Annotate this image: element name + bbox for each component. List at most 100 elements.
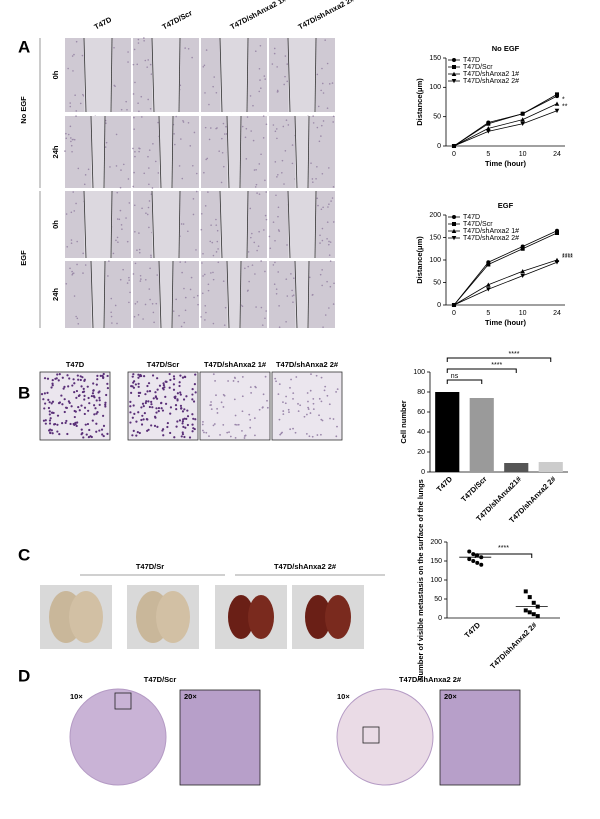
cell [216,229,219,232]
cell [295,376,298,378]
cell [75,424,78,428]
cell [133,315,136,318]
cell [80,385,83,388]
y-tick-label: 50 [433,114,441,121]
cell [277,206,280,209]
cell [183,408,186,411]
cell [299,404,302,407]
cell [120,224,123,226]
cell [104,405,107,408]
cell [161,409,165,412]
cell [142,318,144,320]
cell [82,272,84,274]
cell [70,405,73,408]
cell [70,140,72,143]
cell [290,378,292,381]
cell [284,402,287,405]
cell [175,298,177,301]
cell [265,123,268,126]
cell [106,382,109,385]
cell [119,209,122,212]
cell [162,384,166,387]
cell [212,322,215,325]
cell [241,125,244,128]
cell [136,301,139,303]
cell [278,326,281,329]
cell [193,296,195,299]
point [486,287,491,292]
cell [138,150,140,153]
cell [80,433,83,436]
cell [222,280,225,282]
cell [217,248,219,250]
cell [150,403,153,406]
cell [69,102,71,104]
cell [223,133,226,135]
cell [291,295,294,297]
cell [190,276,193,279]
cell [99,374,102,378]
cell [180,435,183,438]
legend-marker [452,222,456,226]
y-tick-label: 0 [437,143,441,150]
cell [186,409,189,412]
cell [148,226,150,229]
cell [212,373,215,376]
cell [62,387,65,390]
cell [303,415,306,418]
cell [133,412,136,415]
cell [125,100,127,103]
cell [149,107,152,110]
cell [221,151,224,154]
cell [43,407,46,410]
cell [224,306,227,309]
cell [93,404,96,407]
panel-label: D [18,666,30,685]
cell [151,302,154,305]
cell [222,406,225,408]
cell [297,402,299,405]
cell [204,92,206,94]
zoom-image [439,689,521,786]
cell [285,278,288,280]
group-label: T47D/shAnxa2 2# [399,675,462,684]
series-line [453,259,558,306]
cell [137,385,140,388]
cell [174,404,178,407]
bracket [474,553,533,558]
cell [147,206,150,209]
wound-gap [84,191,112,258]
cell [244,434,247,437]
cell [285,320,287,323]
cell [201,292,204,295]
cell [265,191,268,193]
cell [260,87,262,89]
cell [272,264,275,266]
cell [323,389,326,392]
cell [104,146,107,148]
cell [156,425,159,428]
cell [73,382,76,385]
cell [292,397,294,400]
time-label: 24h [51,145,60,158]
cell [48,422,52,425]
wound-edge [178,190,181,259]
cell [183,287,185,290]
cell [315,374,318,377]
cell [205,431,208,434]
cell [184,309,187,312]
cell [153,321,155,324]
cell [145,400,148,403]
cell [67,133,70,136]
cell [306,392,309,394]
cell [81,54,84,57]
cell [172,388,176,391]
cell [169,412,172,415]
cell [133,116,135,119]
cell [151,406,154,409]
cell [324,385,327,388]
cell [137,411,140,414]
cell [321,172,324,175]
cell [98,403,101,407]
cell [60,394,63,397]
